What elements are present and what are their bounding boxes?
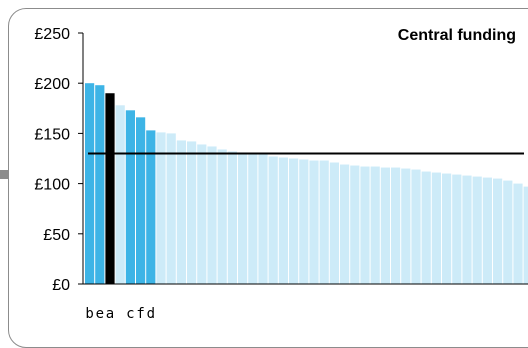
bar-light-35 [431,172,441,284]
bar-group-1 [85,83,95,284]
bar-light-42 [503,180,513,284]
bar-group-5 [125,110,135,284]
bar-light-37 [452,174,462,284]
bar-light-10 [176,140,186,284]
bar-light-16 [238,152,248,284]
y-tick-label: £250 [34,26,70,43]
y-tick-label: £50 [43,227,70,244]
y-tick-label: £150 [34,126,70,143]
bar-light-21 [289,158,299,284]
bar-light-40 [482,177,492,284]
bar-light-36 [442,173,452,284]
y-ticks-group: £0 £50 £100 £150 £200 £250 [34,26,83,294]
bar-group-7 [146,130,156,284]
group-label: b [85,306,93,322]
chart-title: Central funding [398,27,516,44]
group-label: e [96,306,104,322]
bar-light-28 [360,166,370,284]
bar-light-34 [421,171,431,284]
bar-light-13 [207,146,217,284]
bar-light-14 [217,149,227,284]
bar-light-44 [523,186,528,284]
bar-light-24 [319,160,329,284]
bar-light-30 [380,167,390,284]
bar-light-12 [197,144,207,284]
y-tick-label: £100 [34,177,70,194]
group-label: a [106,306,114,322]
bar-light-11 [187,141,197,284]
bar-light-17 [248,153,258,284]
bar-light-32 [401,168,411,284]
bar-group-2 [95,85,105,284]
bar-light-15 [227,151,237,284]
bar-light-18 [258,154,268,284]
bar-light-38 [462,175,472,284]
y-tick-label: £200 [34,76,70,93]
group-label: d [147,306,155,322]
bar-light-29 [370,166,380,284]
bar-group-6 [136,117,146,284]
bar-light-23 [309,160,319,284]
bar-light-8 [156,132,166,284]
bar-light-20 [278,157,288,284]
bar-light-4 [115,105,125,285]
bar-light-19 [268,156,278,284]
bar-light-33 [411,169,421,284]
bar-light-27 [350,165,360,284]
bar-highlight-3 [105,93,115,285]
bar-light-39 [472,176,482,284]
bar-light-41 [493,178,503,284]
group-label: c [126,306,134,322]
bar-light-22 [299,159,309,284]
y-tick-label: £0 [52,277,70,294]
bar-light-25 [329,162,339,284]
bars-group [85,83,528,285]
bar-light-31 [391,167,401,284]
group-label: f [136,306,144,322]
bar-light-43 [513,183,523,284]
bar-light-9 [166,133,176,284]
frame-tab [0,170,9,179]
bar-light-26 [340,164,350,284]
